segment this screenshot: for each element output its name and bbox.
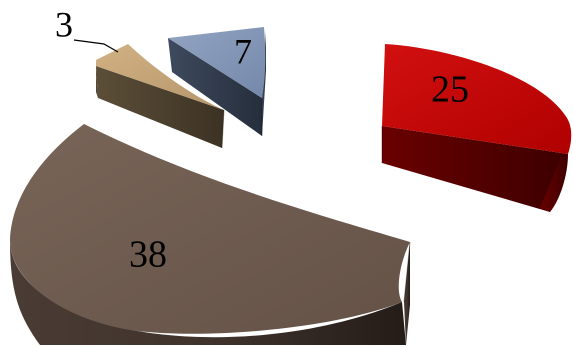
data-label-7: 7	[234, 31, 252, 71]
slice-3-top	[96, 44, 224, 110]
leader-line	[73, 39, 119, 53]
slice-3-edge-side	[96, 60, 98, 98]
slice-38-top	[10, 124, 410, 334]
data-label-38: 38	[129, 234, 167, 276]
data-label-25: 25	[431, 69, 469, 111]
slice-25-top	[382, 44, 572, 154]
slice-3-side	[96, 66, 224, 148]
data-label-3: 3	[55, 4, 73, 44]
slice-38-edge-line	[403, 241, 411, 303]
slice-25-side	[382, 126, 568, 212]
pie-slice-38	[10, 124, 411, 345]
slice-38-edge-side	[404, 242, 410, 345]
pie-slice-25	[381, 44, 572, 212]
pie-slice-3	[96, 44, 225, 149]
slice-7-side	[168, 38, 262, 136]
slice-38-side	[10, 240, 406, 345]
slice-25-edge-side	[540, 154, 568, 212]
slice-3-edge-line	[221, 109, 225, 149]
pie-slice-7	[168, 27, 266, 136]
slice-7-top	[168, 27, 266, 98]
